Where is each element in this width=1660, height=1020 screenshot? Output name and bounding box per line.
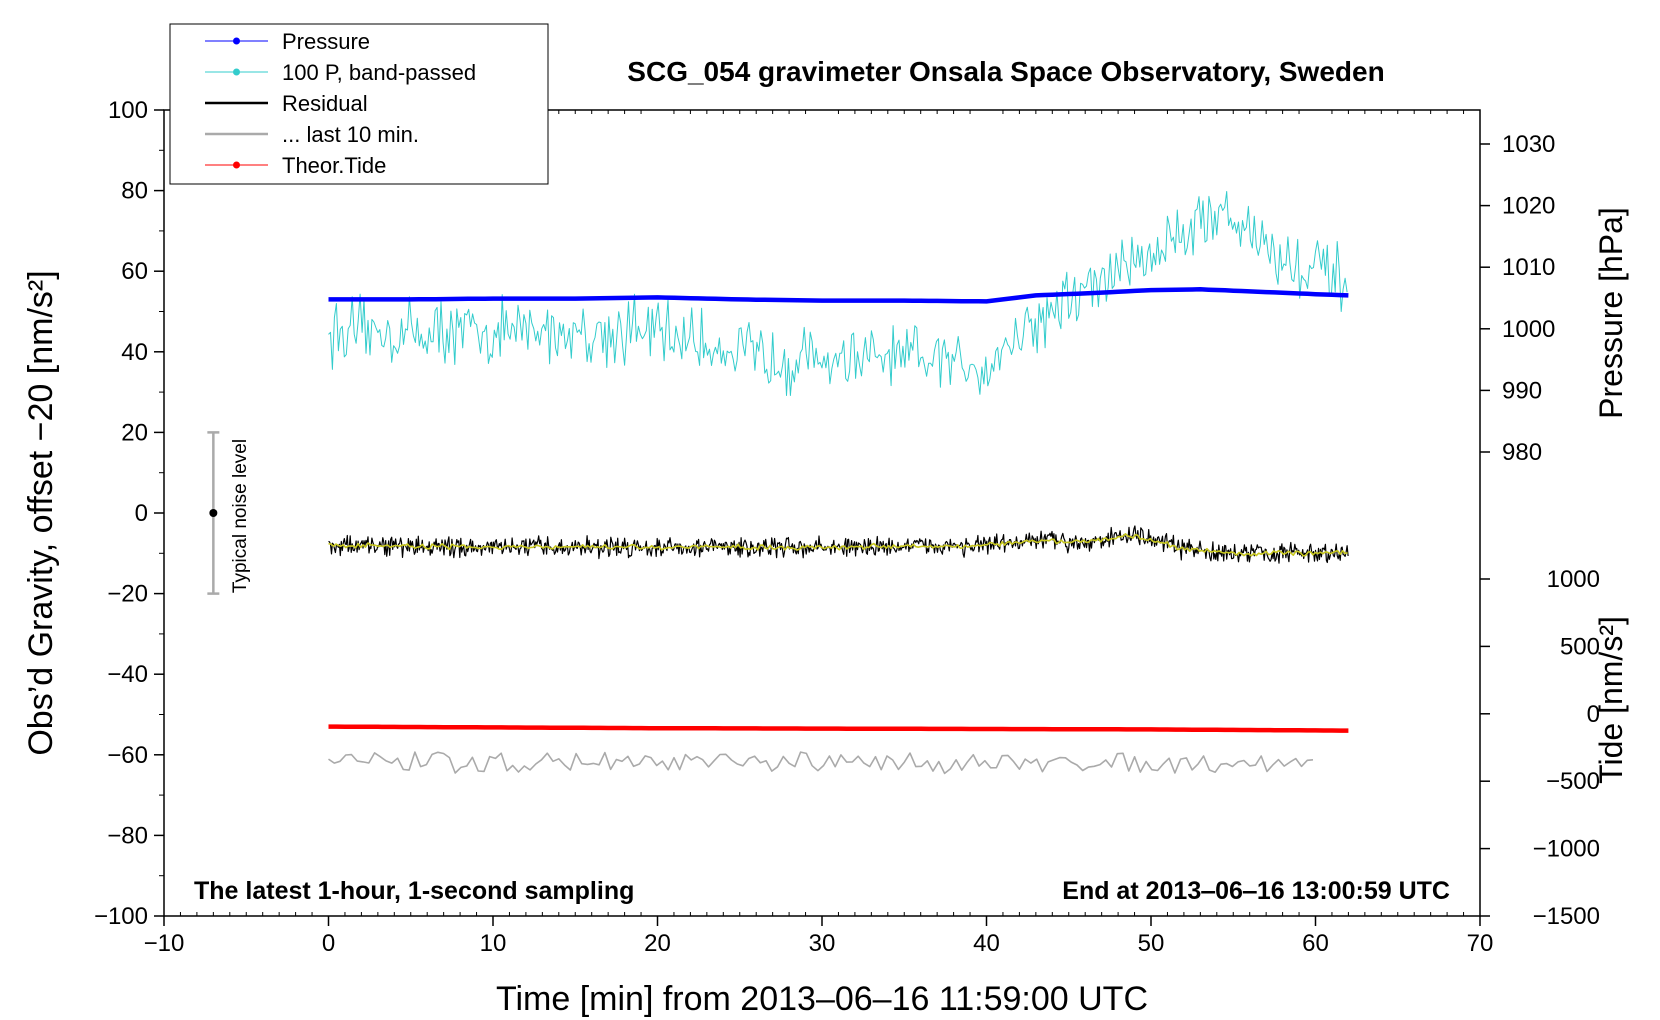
y-tick-label: −40: [107, 661, 148, 688]
x-tick-label: 60: [1302, 930, 1329, 957]
series-line-last-10-min: [328, 751, 1314, 775]
series-line-pressure: [328, 287, 1349, 304]
pressure-tick-label: 1020: [1502, 193, 1555, 220]
y-axis-tide: −1500 −1000 −500 0 500 1000: [1480, 566, 1600, 930]
noise-level-label: Typical noise level: [230, 439, 251, 593]
legend-label: 100 P, band‑passed: [282, 60, 476, 85]
y-tick-label: 0: [135, 500, 148, 527]
noise-level-bar: [207, 431, 220, 595]
y-axis-pressure: 980 990 1000 1010 1020 1030: [1480, 131, 1555, 466]
x-axis-label: Time [min] from 2013‒06‒16 11:59:00 UTC: [496, 980, 1148, 1018]
x-tick-label: 30: [809, 930, 836, 957]
x-tick-label: 10: [480, 930, 507, 957]
x-tick-label: 20: [644, 930, 671, 957]
tide-tick-label: 1000: [1547, 566, 1600, 593]
y-tick-label: −20: [107, 581, 148, 608]
tide-tick-label: −500: [1546, 768, 1600, 795]
y-tick-label: −100: [94, 903, 148, 930]
legend-label: Residual: [282, 91, 368, 116]
annotation-bottom-left: The latest 1‑hour, 1‑second sampling: [194, 877, 634, 905]
series-layer: [328, 191, 1349, 775]
legend-swatch-marker: [233, 68, 240, 76]
y-axis-label-tide: Tide [nm/s²]: [1593, 616, 1629, 784]
y-axis-left: −100 −80 −60 −40 −20 0 20 40 60 80 100: [94, 97, 164, 930]
annotation-bottom-right: End at 2013‒06‒16 13:00:59 UTC: [1062, 877, 1450, 905]
tide-tick-label: 500: [1560, 633, 1600, 660]
y-axis-label-pressure: Pressure [hPa]: [1593, 207, 1629, 419]
pressure-tick-label: 1000: [1502, 316, 1555, 343]
y-tick-label: 40: [121, 339, 148, 366]
x-tick-label: 0: [322, 930, 335, 957]
legend-swatch-marker: [233, 161, 240, 169]
x-tick-label: −10: [144, 930, 185, 957]
pressure-tick-label: 1010: [1502, 254, 1555, 281]
legend-swatch-marker: [233, 37, 240, 45]
y-tick-label: −80: [107, 822, 148, 849]
x-tick-label: 40: [973, 930, 1000, 957]
legend: Pressure 100 P, band‑passed Residual ... la…: [169, 23, 549, 185]
y-tick-label: 60: [121, 258, 148, 285]
x-axis: −10 0 10 20 30 40 50 60 70: [144, 110, 1494, 957]
plot-frame: [163, 109, 1481, 917]
series-line-theor-tide: [328, 724, 1349, 733]
legend-label: Theor.Tide: [282, 153, 386, 178]
tide-tick-label: 0: [1587, 701, 1600, 728]
tide-tick-label: −1500: [1533, 903, 1600, 930]
series-line-residual-smoothed: [328, 532, 1348, 557]
chart-title: SCG_054 gravimeter Onsala Space Observat…: [627, 56, 1384, 87]
y-tick-label: 100: [108, 97, 148, 124]
legend-label: Pressure: [282, 29, 370, 54]
y-tick-label: −60: [107, 742, 148, 769]
series-line-100-p-band-passed: [328, 191, 1348, 396]
series-line-residual: [328, 525, 1349, 564]
tide-tick-label: −1000: [1533, 836, 1600, 863]
pressure-tick-label: 1030: [1502, 131, 1555, 158]
y-tick-label: 20: [121, 419, 148, 446]
noise-bar-center: [209, 509, 218, 517]
y-tick-label: 80: [121, 178, 148, 205]
pressure-tick-label: 980: [1502, 439, 1542, 466]
legend-label: ... last 10 min.: [282, 122, 419, 147]
x-tick-label: 50: [1138, 930, 1165, 957]
x-tick-label: 70: [1467, 930, 1494, 957]
y-axis-label-left: Obs’d Gravity, offset −20 [nm/s²]: [22, 270, 60, 755]
pressure-tick-label: 990: [1502, 377, 1542, 404]
